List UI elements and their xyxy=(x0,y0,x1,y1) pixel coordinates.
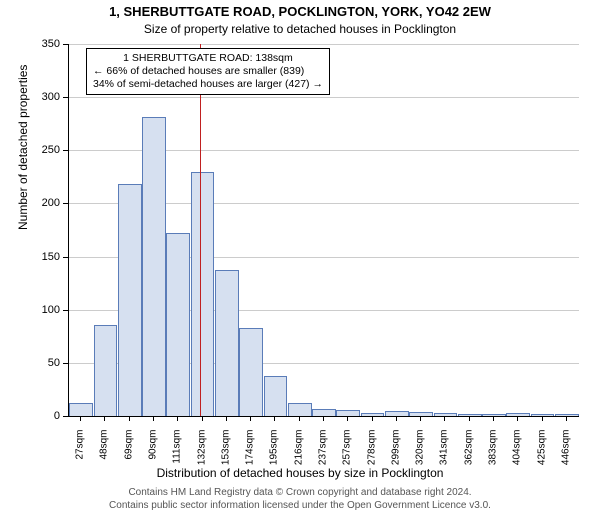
xtick-mark xyxy=(372,416,373,421)
xtick-label: 278sqm xyxy=(366,430,377,470)
xtick-mark xyxy=(444,416,445,421)
xtick-mark xyxy=(517,416,518,421)
ytick-mark xyxy=(63,203,68,204)
xtick-label: 90sqm xyxy=(148,430,159,470)
histogram-bar xyxy=(312,409,336,416)
ytick-mark xyxy=(63,44,68,45)
ytick-label: 0 xyxy=(0,410,60,422)
annotation-line: 1 SHERBUTTGATE ROAD: 138sqm xyxy=(93,52,323,65)
reference-line xyxy=(200,44,201,416)
xtick-mark xyxy=(420,416,421,421)
histogram-bar xyxy=(69,403,93,416)
xtick-label: 69sqm xyxy=(123,430,134,470)
xtick-label: 27sqm xyxy=(75,430,86,470)
ytick-mark xyxy=(63,150,68,151)
ytick-label: 350 xyxy=(0,38,60,50)
ytick-label: 150 xyxy=(0,251,60,263)
xtick-label: 257sqm xyxy=(342,430,353,470)
footer-text: Contains HM Land Registry data © Crown c… xyxy=(0,486,600,512)
histogram-bar xyxy=(239,328,263,416)
xtick-mark xyxy=(323,416,324,421)
xtick-label: 216sqm xyxy=(293,430,304,470)
histogram-bar xyxy=(288,403,312,416)
ytick-mark xyxy=(63,257,68,258)
xtick-label: 404sqm xyxy=(512,430,523,470)
histogram-bar xyxy=(264,376,288,416)
xtick-label: 153sqm xyxy=(220,430,231,470)
footer-line2: Contains public sector information licen… xyxy=(0,499,600,512)
chart-subtitle: Size of property relative to detached ho… xyxy=(0,22,600,36)
xtick-mark xyxy=(566,416,567,421)
annotation-box: 1 SHERBUTTGATE ROAD: 138sqm← 66% of deta… xyxy=(86,48,330,95)
xtick-mark xyxy=(202,416,203,421)
xtick-label: 299sqm xyxy=(390,430,401,470)
histogram-bar xyxy=(118,184,142,416)
footer-line1: Contains HM Land Registry data © Crown c… xyxy=(0,486,600,499)
xtick-label: 195sqm xyxy=(269,430,280,470)
xtick-label: 174sqm xyxy=(245,430,256,470)
xtick-label: 132sqm xyxy=(196,430,207,470)
xtick-mark xyxy=(396,416,397,421)
xtick-label: 446sqm xyxy=(560,430,571,470)
histogram-bar xyxy=(94,325,118,416)
xtick-label: 362sqm xyxy=(463,430,474,470)
xtick-label: 237sqm xyxy=(318,430,329,470)
ytick-label: 250 xyxy=(0,144,60,156)
xtick-mark xyxy=(153,416,154,421)
histogram-bar xyxy=(555,414,579,416)
xtick-mark xyxy=(542,416,543,421)
xtick-label: 341sqm xyxy=(439,430,450,470)
histogram-bar xyxy=(385,411,409,416)
xtick-mark xyxy=(226,416,227,421)
histogram-bar xyxy=(458,414,482,416)
xtick-label: 111sqm xyxy=(172,430,183,470)
annotation-line: 34% of semi-detached houses are larger (… xyxy=(93,78,323,91)
xtick-mark xyxy=(274,416,275,421)
xtick-label: 48sqm xyxy=(99,430,110,470)
xtick-mark xyxy=(129,416,130,421)
histogram-bar xyxy=(142,117,166,416)
ytick-mark xyxy=(63,363,68,364)
chart-title: 1, SHERBUTTGATE ROAD, POCKLINGTON, YORK,… xyxy=(0,4,600,19)
xtick-mark xyxy=(493,416,494,421)
annotation-line: ← 66% of detached houses are smaller (83… xyxy=(93,65,323,78)
histogram-bar xyxy=(215,270,239,416)
histogram-bar xyxy=(166,233,190,416)
xtick-mark xyxy=(469,416,470,421)
xtick-mark xyxy=(80,416,81,421)
ytick-label: 100 xyxy=(0,304,60,316)
xtick-label: 383sqm xyxy=(488,430,499,470)
xtick-label: 425sqm xyxy=(536,430,547,470)
xtick-mark xyxy=(104,416,105,421)
gridline xyxy=(69,97,579,98)
xtick-label: 320sqm xyxy=(415,430,426,470)
ytick-mark xyxy=(63,416,68,417)
ytick-label: 50 xyxy=(0,357,60,369)
xtick-mark xyxy=(250,416,251,421)
gridline xyxy=(69,44,579,45)
ytick-mark xyxy=(63,310,68,311)
plot-area xyxy=(68,44,579,417)
ytick-label: 200 xyxy=(0,197,60,209)
xtick-mark xyxy=(177,416,178,421)
xtick-mark xyxy=(299,416,300,421)
ytick-label: 300 xyxy=(0,91,60,103)
xtick-mark xyxy=(347,416,348,421)
histogram-bar xyxy=(191,172,215,416)
ytick-mark xyxy=(63,97,68,98)
